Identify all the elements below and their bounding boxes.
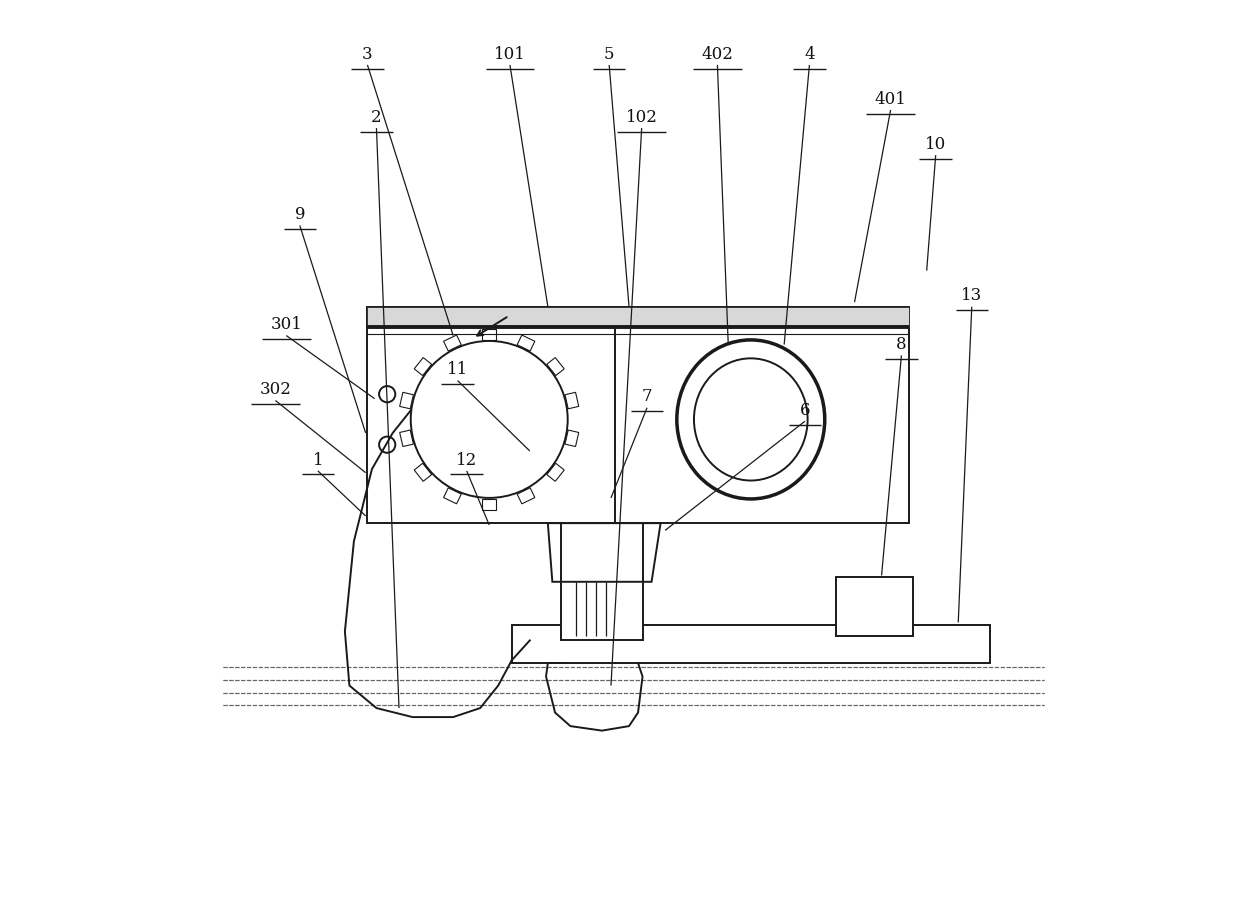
Text: 101: 101	[494, 46, 526, 62]
Bar	[837, 577, 913, 636]
Text: 9: 9	[295, 207, 305, 223]
Bar	[562, 523, 642, 640]
Text: 301: 301	[270, 317, 303, 333]
Text: 1: 1	[312, 452, 324, 468]
Text: 3: 3	[362, 46, 373, 62]
Text: 302: 302	[259, 382, 291, 398]
Text: 7: 7	[642, 389, 652, 405]
Text: 2: 2	[371, 109, 382, 125]
Text: 5: 5	[604, 46, 615, 62]
Text: 8: 8	[897, 336, 906, 353]
Text: 401: 401	[874, 91, 906, 107]
Text: 102: 102	[626, 109, 657, 125]
Text: 4: 4	[804, 46, 815, 62]
Text: 402: 402	[702, 46, 733, 62]
Bar	[512, 625, 990, 663]
Bar	[367, 307, 909, 523]
Bar	[367, 307, 909, 327]
Text: 11: 11	[446, 362, 469, 378]
Text: 6: 6	[800, 402, 810, 419]
Text: 13: 13	[961, 288, 982, 304]
Text: 10: 10	[925, 136, 946, 152]
Text: 12: 12	[456, 452, 477, 468]
